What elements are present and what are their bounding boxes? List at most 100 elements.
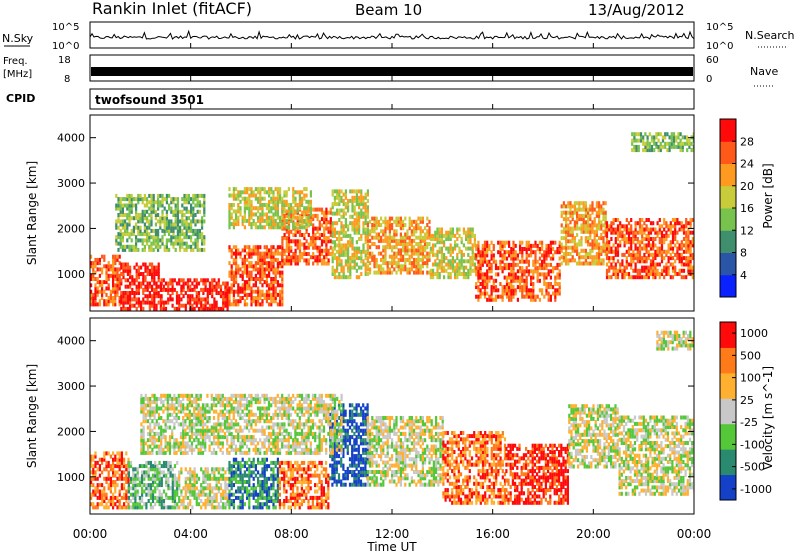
heatmap-cell (508, 294, 511, 299)
heatmap-cell (107, 483, 110, 488)
heatmap-cell (122, 300, 125, 305)
heatmap-cell (353, 218, 356, 222)
heatmap-cell (239, 499, 242, 503)
heatmap-cell (410, 245, 413, 250)
heatmap-cell (458, 265, 461, 270)
heatmap-cell (283, 190, 286, 195)
heatmap-cell (154, 213, 157, 217)
heatmap-cell (671, 224, 675, 229)
heatmap-cell (270, 190, 273, 195)
heatmap-cell (677, 132, 680, 137)
heatmap-cell (287, 206, 290, 211)
heatmap-cell (175, 306, 179, 311)
heatmap-cell (678, 259, 681, 264)
heatmap-cell (257, 457, 260, 462)
heatmap-cell (454, 259, 457, 264)
heatmap-cell (371, 254, 374, 259)
heatmap-cell (283, 199, 286, 204)
heatmap-cell (417, 223, 420, 227)
heatmap-cell (145, 470, 148, 475)
heatmap-cell (483, 294, 487, 299)
heatmap-cell (445, 268, 448, 273)
heatmap-cell (333, 198, 336, 203)
heatmap-cell (417, 248, 420, 253)
heatmap-cell (139, 213, 142, 217)
heatmap-cell (582, 213, 585, 218)
heatmap-cell (217, 480, 220, 484)
heatmap-cell (649, 252, 653, 257)
heatmap-cell (641, 265, 644, 270)
heatmap-cell (471, 249, 474, 254)
heatmap-cell (239, 464, 242, 469)
heatmap-cell (254, 489, 257, 494)
heatmap-cell (314, 258, 317, 263)
heatmap-cell (657, 132, 660, 137)
heatmap-cell (126, 216, 129, 221)
heatmap-cell (598, 220, 601, 225)
heatmap-cell (252, 495, 255, 500)
heatmap-cell (285, 193, 288, 198)
heatmap-cell (272, 251, 275, 256)
heatmap-cell (290, 255, 293, 260)
heatmap-cell (167, 297, 170, 302)
heatmap-cell (167, 483, 170, 488)
heatmap-cell (257, 483, 260, 488)
heatmap-cell (186, 284, 190, 289)
heatmap-cell (660, 237, 664, 241)
heatmap-cell (184, 467, 187, 472)
heatmap-cell (632, 237, 635, 241)
heatmap-cell (567, 201, 570, 206)
heatmap-cell (257, 299, 260, 304)
heatmap-cell (143, 232, 146, 237)
heatmap-cell (154, 489, 157, 494)
heatmap-cell (119, 222, 122, 227)
heatmap-cell (270, 292, 273, 297)
heatmap-cell (127, 495, 130, 500)
heatmap-cell (627, 240, 631, 245)
heatmap-cell (479, 256, 482, 261)
heatmap-cell (408, 248, 411, 253)
heatmap-cell (270, 254, 273, 259)
heatmap-cell (182, 505, 185, 510)
heatmap-cell (239, 480, 242, 484)
heatmap-cell (219, 291, 223, 295)
heatmap-cell (92, 467, 95, 472)
heatmap-cell (176, 483, 179, 488)
heatmap-cell (625, 256, 628, 261)
heatmap-cell (246, 206, 249, 211)
heatmap-cell (318, 255, 321, 260)
heatmap-cell (248, 218, 251, 223)
heatmap-cell (250, 292, 253, 297)
heatmap-cell (165, 476, 168, 481)
heatmap-cell (153, 300, 156, 305)
heatmap-cell (477, 243, 480, 248)
heatmap-cell (241, 499, 244, 503)
heatmap-cell (283, 261, 286, 266)
heatmap-cell (438, 227, 441, 232)
heatmap-cell (259, 196, 262, 201)
heatmap-cell (436, 272, 439, 276)
heatmap-cell (636, 230, 639, 235)
heatmap-cell (680, 256, 683, 261)
heatmap-cell (248, 212, 251, 217)
heatmap-cell (505, 282, 509, 286)
heatmap-cell (680, 262, 683, 267)
heatmap-cell (571, 217, 574, 222)
heatmap-cell (254, 245, 257, 250)
heatmap-cell (261, 225, 264, 230)
heatmap-cell (274, 196, 277, 201)
heatmap-cell (143, 244, 146, 249)
heatmap-cell (301, 203, 304, 207)
heatmap-cell (171, 281, 174, 286)
heatmap-cell (503, 240, 506, 245)
heatmap-cell (685, 246, 688, 251)
heatmap-cell (172, 235, 175, 240)
heatmap-cell (349, 221, 352, 226)
heatmap-cell (180, 502, 183, 507)
heatmap-cell (399, 219, 402, 224)
heatmap-cell (235, 473, 238, 478)
heatmap-cell (112, 505, 115, 510)
heatmap-cell (270, 245, 273, 250)
heatmap-cell (616, 224, 620, 229)
heatmap-cell (126, 203, 129, 208)
